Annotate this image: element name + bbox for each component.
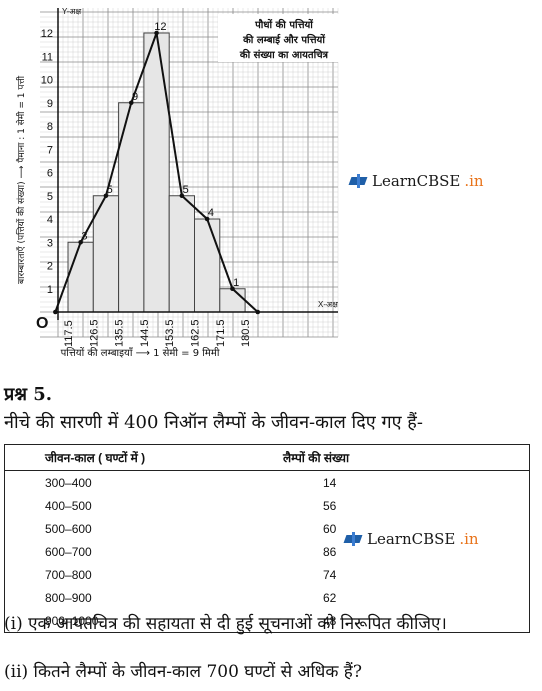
y-tick-label: 11 (42, 51, 53, 63)
watermark-top: LearnCBSE .in (350, 172, 484, 190)
y-axis-name: Y-अक्ष (62, 7, 81, 16)
origin-label: O (36, 315, 48, 332)
graduation-cap-icon (350, 174, 368, 188)
x-axis-name: X-अक्ष (318, 300, 338, 309)
y-tick-label: 3 (47, 237, 53, 249)
y-tick-label: 9 (47, 98, 53, 110)
table-header-row: जीवन-काल ( घण्टों में ) लैम्पों की संख्य… (4, 444, 530, 471)
table-cell-lifetime: 400–500 (45, 498, 92, 513)
polygon-point (154, 30, 159, 36)
histogram-bar (219, 288, 246, 313)
table-cell-count: 74 (323, 567, 337, 582)
table-row: 500–600 60 (5, 517, 530, 540)
y-axis-label: बारम्बारताएँ (पत्तियों की संख्या) ⟶ पैमा… (15, 75, 27, 284)
histogram-bar (194, 218, 221, 313)
watermark-suffix: .in (464, 172, 484, 190)
watermark-brand: LearnCBSE (372, 172, 461, 190)
question-part-2: (ii) कितने लैम्पों के जीवन-काल 700 घण्टो… (4, 662, 362, 682)
polygon-point (53, 309, 58, 315)
y-tick-label: 7 (47, 144, 53, 156)
histogram-bar (118, 102, 145, 313)
polygon-point (128, 100, 134, 106)
table-cell-lifetime: 300–400 (45, 475, 92, 490)
table-row: 300–400 14 (5, 471, 530, 495)
polygon-point (204, 216, 210, 222)
question-title: प्रश्न 5. (4, 384, 53, 405)
table-cell-count: 62 (323, 590, 337, 605)
histogram-svg: 35912541X-अक्षY-अक्षO123456789101112117.… (15, 7, 348, 359)
graduation-cap-icon (345, 532, 363, 546)
table-row: 700–800 74 (5, 563, 530, 586)
watermark-table: LearnCBSE .in (345, 530, 479, 548)
polygon-point (230, 286, 235, 292)
bar-value-label: 5 (183, 184, 189, 196)
x-tick-label: 153.5 (164, 319, 176, 347)
polygon-point (103, 193, 109, 199)
table-cell-count: 48 (223, 609, 530, 633)
histogram-chart: 3 5 9 12 5 4 1 X-अक्ष Y-अक्ष O 1 2 3 4 5 6 7 8 9 10 11 12 117.… (0, 0, 542, 372)
polygon-point (78, 239, 83, 245)
title-background (218, 14, 348, 62)
histogram-bar (168, 195, 195, 313)
y-tick-label: 4 (47, 214, 53, 226)
table-cell-count: 56 (323, 498, 337, 513)
table-cell-lifetime: 600–700 (45, 544, 92, 559)
bar-value-label: 1 (233, 277, 239, 289)
table-row: 400–500 56 (5, 494, 530, 517)
watermark-brand: LearnCBSE (367, 530, 456, 548)
histogram-bar (67, 241, 94, 313)
y-tick-label: 2 (47, 261, 53, 273)
question-text: नीचे की सारणी में 400 निऑन लैम्पों के जी… (4, 412, 423, 433)
table-cell-count: 86 (323, 544, 337, 559)
x-tick-label: 180.5 (240, 319, 252, 347)
chart-title-line: की संख्या का आयतचित्र (239, 48, 329, 61)
x-tick-label: 162.5 (190, 319, 202, 347)
polygon-point (179, 193, 185, 199)
x-tick-label: 135.5 (114, 319, 126, 347)
x-tick-label: 117.5 (63, 320, 75, 347)
table-row: 800–900 62 (5, 586, 530, 609)
y-tick-label: 1 (47, 284, 53, 296)
bar-value-label: 5 (107, 184, 113, 196)
y-tick-label: 10 (41, 75, 53, 87)
bar-value-label: 9 (132, 91, 138, 103)
table-row: 900–1000 48 (4, 609, 530, 633)
table-cell-lifetime: 500–600 (45, 521, 92, 536)
bar-value-label: 4 (208, 207, 214, 219)
lamp-table: जीवन-काल ( घण्टों में ) लैम्पों की संख्य… (4, 444, 530, 633)
watermark-suffix: .in (459, 530, 479, 548)
histogram-bar (143, 32, 170, 313)
table-cell-lifetime: 700–800 (45, 567, 92, 582)
question-part-1: (i) एक आयतचित्र की सहायता से दी हुई सूचन… (4, 614, 447, 634)
x-tick-label: 171.5 (215, 319, 227, 347)
chart-title-line: की लम्बाई और पत्तियों (242, 33, 326, 46)
x-axis-label: पत्तियों की लम्बाइयाँ ⟶ 1 सेमी = 9 मिमी (61, 347, 220, 359)
table-cell-count: 60 (323, 521, 337, 536)
y-tick-label: 12 (41, 28, 53, 40)
bar-value-label: 12 (154, 21, 166, 33)
y-tick-label: 6 (47, 168, 53, 180)
x-tick-label: 126.5 (88, 319, 100, 347)
table-cell-count: 14 (323, 475, 337, 490)
table-cell-lifetime: 800–900 (45, 590, 92, 605)
table-header-lifetime: जीवन-काल ( घण्टों में ) (4, 444, 223, 471)
table-row: 600–700 86 (5, 540, 530, 563)
x-tick-label: 144.5 (139, 319, 151, 347)
y-tick-label: 8 (47, 121, 53, 133)
chart-title-line: पौधों की पत्तियों (254, 18, 314, 31)
table-header-count: लैम्पों की संख्या (223, 444, 530, 471)
y-tick-label: 5 (47, 191, 53, 203)
table-cell-lifetime: 900–1000 (4, 609, 223, 633)
